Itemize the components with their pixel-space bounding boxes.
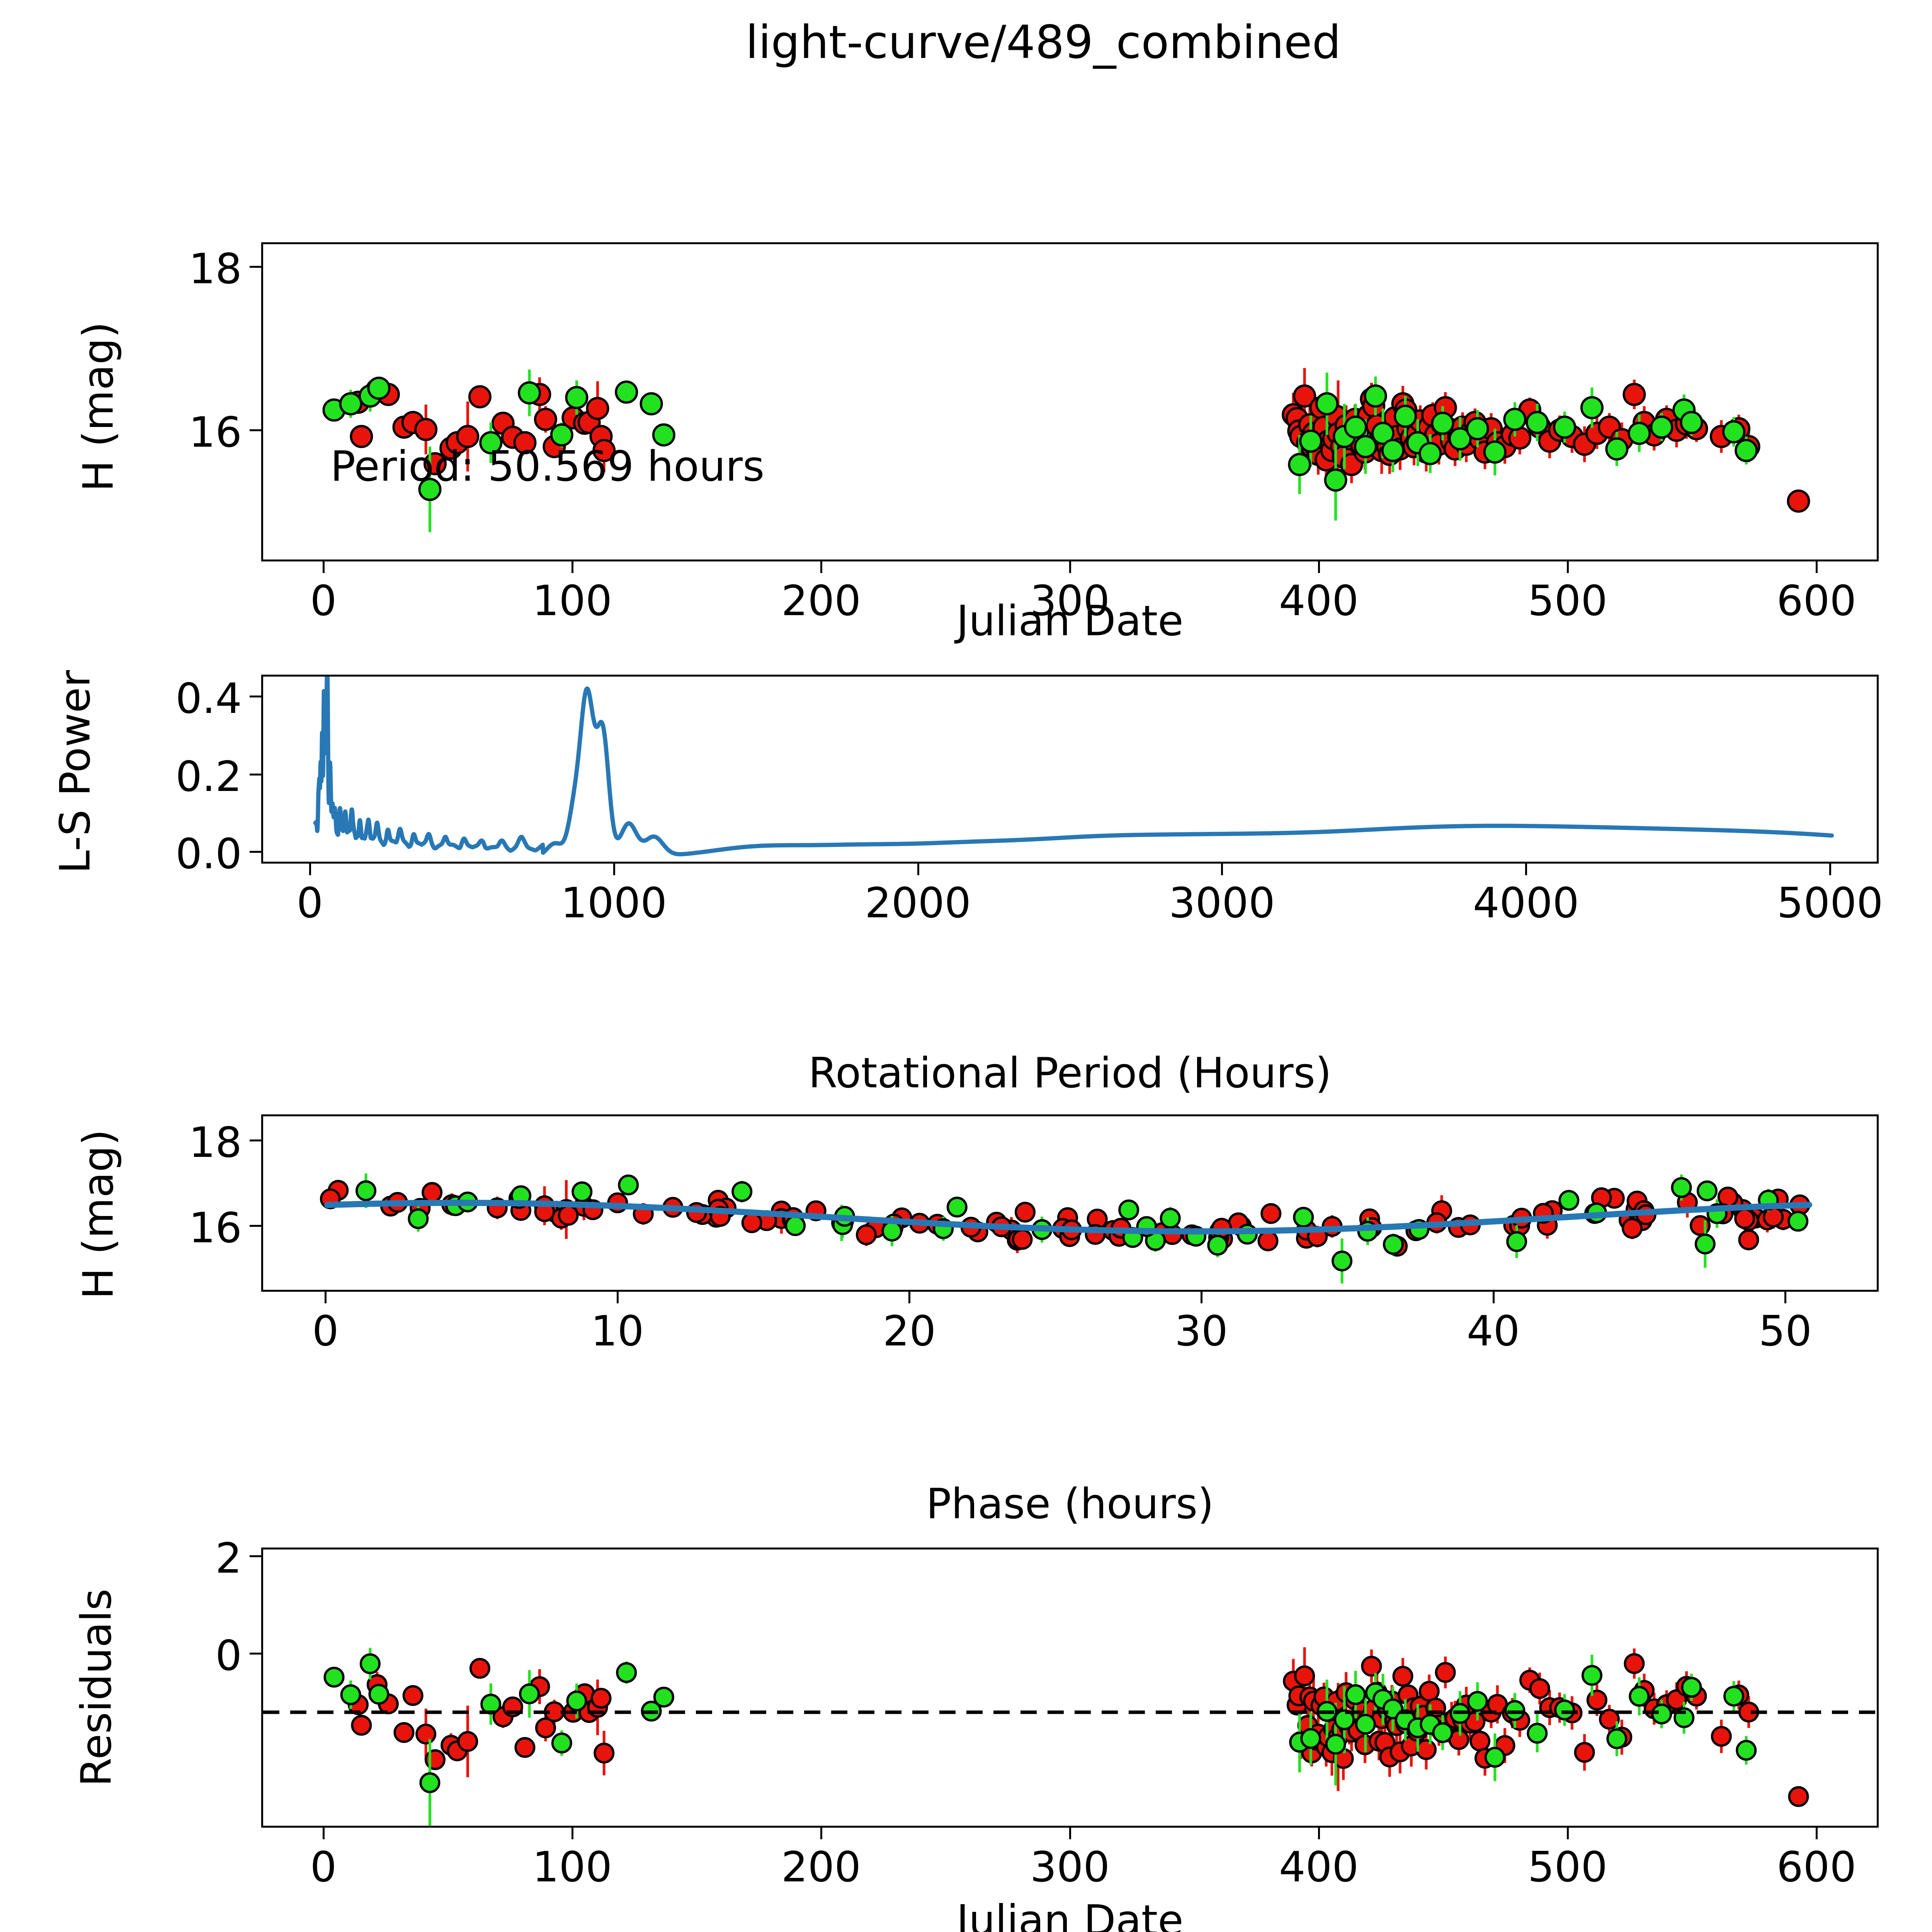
phase-ylabel: H (mag): [74, 1129, 123, 1299]
lightcurve-x-tickmark: [1069, 561, 1071, 573]
lightcurve-ylabel: H (mag): [74, 321, 123, 492]
phase-x-tickmark: [1201, 1292, 1203, 1303]
periodogram-x-tickmark: [917, 864, 919, 875]
residuals-x-ticklabel: 300: [1030, 1843, 1110, 1891]
phase-x-ticklabel: 30: [1175, 1307, 1228, 1355]
periodogram-x-tickmark: [1525, 864, 1527, 875]
periodogram-ytick-04: 0.4: [175, 675, 242, 723]
residuals-x-tickmark: [1567, 1828, 1569, 1839]
residuals-xlabel: Julian Date: [956, 1896, 1184, 1932]
phase-x-ticklabel: 10: [591, 1307, 644, 1355]
phase-x-ticklabel: 50: [1759, 1307, 1812, 1355]
periodogram-ytick-02: 0.2: [175, 753, 242, 801]
residuals-x-ticklabel: 500: [1527, 1843, 1608, 1891]
panel-residuals: [261, 1548, 1879, 1828]
lightcurve-x-tickmark: [323, 561, 325, 573]
lightcurve-x-tickmark: [820, 561, 822, 573]
residuals-x-tickmark: [323, 1828, 325, 1839]
residuals-plot-area: [263, 1647, 1877, 1826]
periodogram-ytickmark-00: [250, 851, 261, 853]
residuals-ytickmark-2: [250, 1555, 261, 1557]
phase-xlabel: Phase (hours): [926, 1480, 1214, 1528]
periodogram-x-ticklabel: 1000: [561, 879, 667, 927]
residuals-x-tickmark: [1816, 1828, 1818, 1839]
residuals-x-ticklabel: 100: [532, 1843, 612, 1891]
lightcurve-xlabel: Julian Date: [956, 597, 1184, 645]
lightcurve-plot-area: [322, 368, 1810, 532]
residuals-ytick-2: 2: [215, 1534, 242, 1583]
periodogram-x-ticklabel: 5000: [1777, 879, 1883, 927]
lightcurve-x-ticklabel: 400: [1279, 577, 1359, 625]
residuals-x-tickmark: [820, 1828, 822, 1839]
phase-x-ticklabel: 40: [1466, 1307, 1520, 1355]
phase-folded-plot-area: [320, 1173, 1812, 1284]
residuals-x-ticklabel: 0: [310, 1843, 337, 1891]
lightcurve-x-ticklabel: 500: [1527, 577, 1608, 625]
residuals-ytick-0: 0: [215, 1632, 242, 1680]
lightcurve-ytickmark-18: [250, 266, 261, 268]
lightcurve-x-tickmark: [1567, 561, 1569, 573]
phase-x-ticklabel: 0: [312, 1307, 339, 1355]
residuals-ytickmark-0: [250, 1653, 261, 1655]
lightcurve-ytick-18: 18: [189, 245, 242, 293]
phase-x-tickmark: [325, 1292, 327, 1303]
periodogram-x-ticklabel: 2000: [865, 879, 971, 927]
lightcurve-x-ticklabel: 300: [1030, 577, 1110, 625]
phase-ytick-18: 18: [189, 1119, 242, 1167]
period-annotation: Period: 50.569 hours: [330, 442, 765, 491]
periodogram-x-ticklabel: 0: [296, 879, 323, 927]
figure-title: light-curve/489_combined: [745, 15, 1341, 69]
residuals-x-tickmark: [571, 1828, 573, 1839]
residuals-x-tickmark: [1318, 1828, 1320, 1839]
residuals-x-ticklabel: 400: [1279, 1843, 1359, 1891]
periodogram-x-tickmark: [613, 864, 615, 875]
lightcurve-x-ticklabel: 600: [1776, 577, 1857, 625]
periodogram-xlabel: Rotational Period (Hours): [808, 1049, 1332, 1097]
periodogram-x-ticklabel: 3000: [1168, 879, 1275, 927]
phase-x-ticklabel: 20: [883, 1307, 936, 1355]
phase-ytick-16: 16: [189, 1204, 242, 1252]
periodogram-plot-area: [313, 677, 1834, 857]
phase-ytickmark-16: [250, 1225, 261, 1227]
lightcurve-x-tickmark: [571, 561, 573, 573]
lightcurve-x-ticklabel: 200: [781, 577, 861, 625]
periodogram-x-tickmark: [1221, 864, 1223, 875]
phase-x-tickmark: [1784, 1292, 1787, 1303]
periodogram-ylabel: L-S Power: [51, 670, 100, 874]
lightcurve-x-ticklabel: 0: [310, 577, 337, 625]
periodogram-ytickmark-02: [250, 774, 261, 776]
lightcurve-ytickmark-16: [250, 429, 261, 431]
phase-x-tickmark: [908, 1292, 911, 1303]
residuals-x-tickmark: [1069, 1828, 1071, 1839]
phase-x-tickmark: [1492, 1292, 1495, 1303]
panel-phase-folded: [261, 1114, 1879, 1292]
periodogram-ytickmark-04: [250, 696, 261, 697]
lightcurve-x-ticklabel: 100: [532, 577, 612, 625]
phase-ytickmark-18: [250, 1139, 261, 1141]
periodogram-x-ticklabel: 4000: [1473, 879, 1579, 927]
lightcurve-x-tickmark: [1318, 561, 1320, 573]
panel-periodogram: [261, 675, 1879, 864]
periodogram-ytick-00: 0.0: [175, 830, 242, 878]
lightcurve-ytick-16: 16: [189, 408, 242, 457]
panel-lightcurve: [261, 242, 1879, 561]
lightcurve-x-tickmark: [1816, 561, 1818, 573]
phase-x-tickmark: [616, 1292, 619, 1303]
periodogram-x-tickmark: [309, 864, 311, 875]
residuals-x-ticklabel: 200: [781, 1843, 861, 1891]
residuals-ylabel: Residuals: [72, 1588, 121, 1787]
residuals-x-ticklabel: 600: [1776, 1843, 1857, 1891]
periodogram-x-tickmark: [1829, 864, 1832, 875]
